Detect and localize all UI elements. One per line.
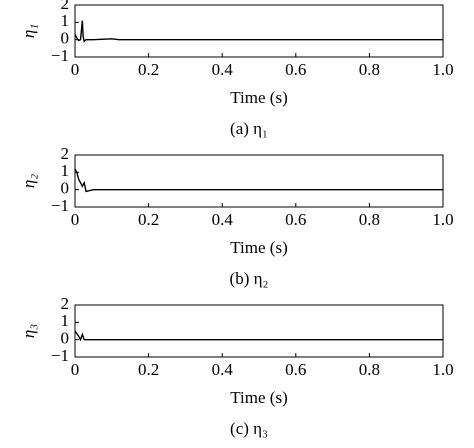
- line: [74, 20, 443, 43]
- y-axis-label: η₁: [19, 24, 38, 38]
- y-tick-label: 1: [61, 11, 70, 30]
- x-axis-label: Time (s): [230, 388, 287, 407]
- y-tick-label: 1: [61, 311, 70, 330]
- x-tick-label: 0.2: [138, 210, 159, 229]
- x-axis-label: Time (s): [230, 88, 287, 107]
- x-tick-label: 0.4: [212, 60, 234, 79]
- x-tick-label: 0.2: [138, 60, 159, 79]
- line: [74, 330, 443, 342]
- x-tick-label: 0.8: [359, 60, 380, 79]
- x-tick-label: 0.6: [285, 360, 306, 379]
- y-tick-label: 2: [61, 0, 70, 13]
- caption: (a) η₁: [230, 119, 268, 138]
- line: [74, 168, 443, 193]
- y-tick-label: 0: [61, 29, 70, 48]
- caption: (b) η₂: [230, 269, 269, 288]
- axes-frame: [74, 4, 444, 58]
- y-tick-label: −1: [51, 196, 69, 215]
- x-tick-label: 0: [71, 60, 80, 79]
- y-tick-label: 0: [61, 179, 70, 198]
- y-axis-label: η₃: [19, 324, 38, 338]
- axes-frame: [74, 154, 444, 208]
- x-tick-label: 0.2: [138, 360, 159, 379]
- x-axis-label: Time (s): [230, 238, 287, 257]
- x-tick-label: 0.6: [285, 210, 306, 229]
- x-tick-label: 1.0: [432, 210, 453, 229]
- x-tick-label: 1.0: [432, 60, 453, 79]
- y-tick-label: −1: [51, 46, 69, 65]
- x-tick-label: 0: [71, 360, 80, 379]
- axes-frame: [74, 304, 444, 358]
- y-tick-label: 2: [61, 294, 70, 313]
- caption: (c) η₃: [230, 419, 268, 438]
- x-tick-label: 0.4: [212, 210, 234, 229]
- x-tick-label: 1.0: [432, 360, 453, 379]
- y-tick-label: −1: [51, 346, 69, 365]
- x-tick-label: 0.8: [359, 360, 380, 379]
- x-tick-label: 0.6: [285, 60, 306, 79]
- y-tick-label: 2: [61, 144, 70, 163]
- y-axis-label: η₂: [19, 174, 38, 188]
- x-tick-label: 0: [71, 210, 80, 229]
- x-tick-label: 0.8: [359, 210, 380, 229]
- x-tick-label: 0.4: [212, 360, 234, 379]
- y-tick-label: 1: [61, 161, 70, 180]
- y-tick-label: 0: [61, 329, 70, 348]
